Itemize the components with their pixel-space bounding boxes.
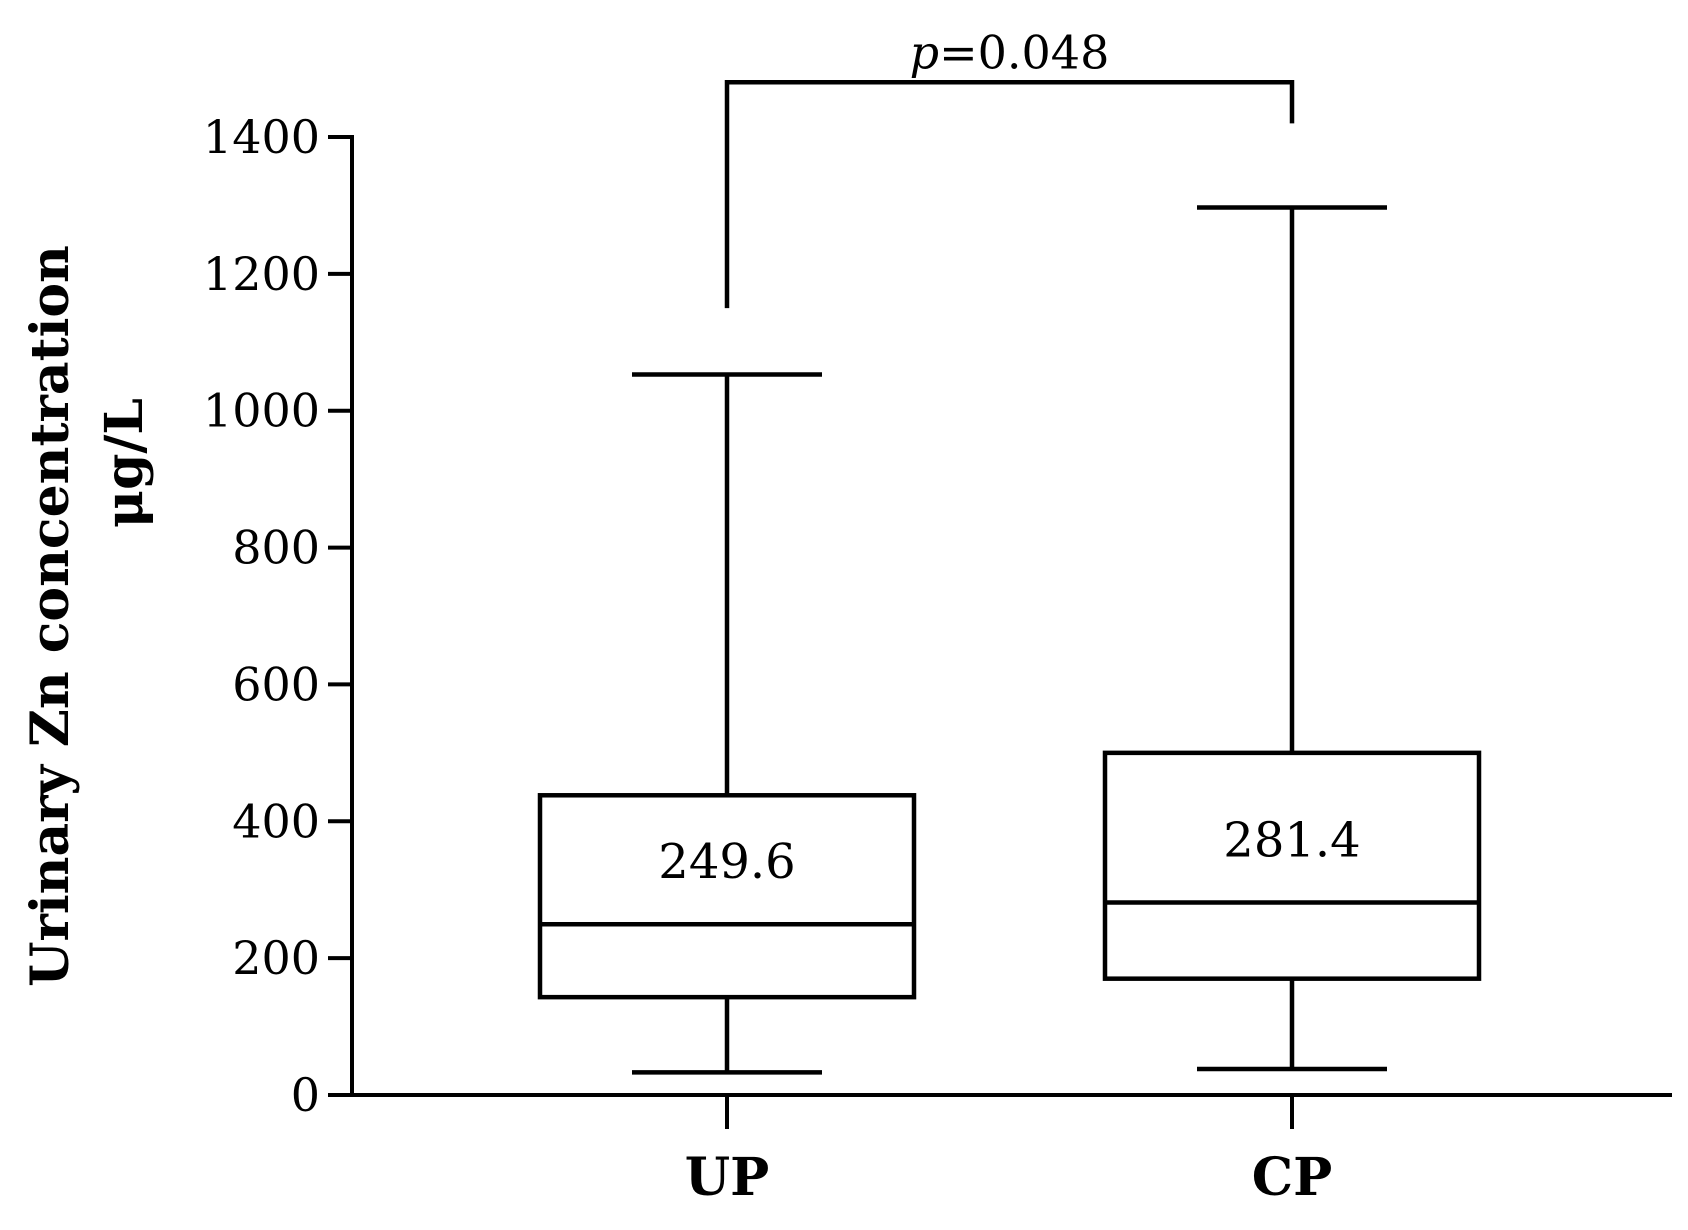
box-plots: 249.6 281.4	[537, 205, 1482, 1075]
y-tick-label: 1000	[203, 384, 320, 438]
x-tick-label: CP	[1252, 1147, 1333, 1208]
y-ticks: 0 200 400 600 800 1000 1200 1400	[203, 110, 352, 1122]
box-plot-up: 249.6	[537, 372, 917, 1075]
y-axis: 0 200 400 600 800 1000 1200 1400	[203, 110, 354, 1122]
box-plot-cp: 281.4	[1102, 205, 1482, 1072]
y-tick-label: 400	[232, 794, 320, 848]
p-symbol: p	[910, 25, 939, 79]
y-tick-label: 200	[232, 931, 320, 985]
median-value-label: 281.4	[1223, 812, 1360, 868]
interquartile-box	[537, 793, 917, 1000]
p-value: =0.048	[939, 25, 1109, 79]
x-tick-label: UP	[685, 1147, 769, 1208]
interquartile-box	[1102, 750, 1482, 981]
x-axis: UP CP	[350, 1093, 1672, 1208]
significance-bracket-line	[724, 80, 1295, 309]
y-tick-label: 1200	[203, 247, 320, 301]
significance-bracket: p=0.048	[724, 25, 1295, 309]
y-tick-label: 0	[291, 1068, 320, 1122]
y-tick-label: 800	[232, 521, 320, 575]
p-value-label: p=0.048	[910, 25, 1110, 79]
y-axis-title: Urinary Zn concentration μg/L	[20, 245, 155, 987]
y-axis-unit-text: μg/L	[94, 398, 155, 528]
y-tick-label: 600	[232, 657, 320, 711]
median-value-label: 249.6	[658, 834, 795, 890]
y-axis-title-text: Urinary Zn concentration	[20, 245, 81, 987]
y-tick-label: 1400	[203, 110, 320, 164]
x-ticks: UP CP	[685, 1095, 1332, 1208]
